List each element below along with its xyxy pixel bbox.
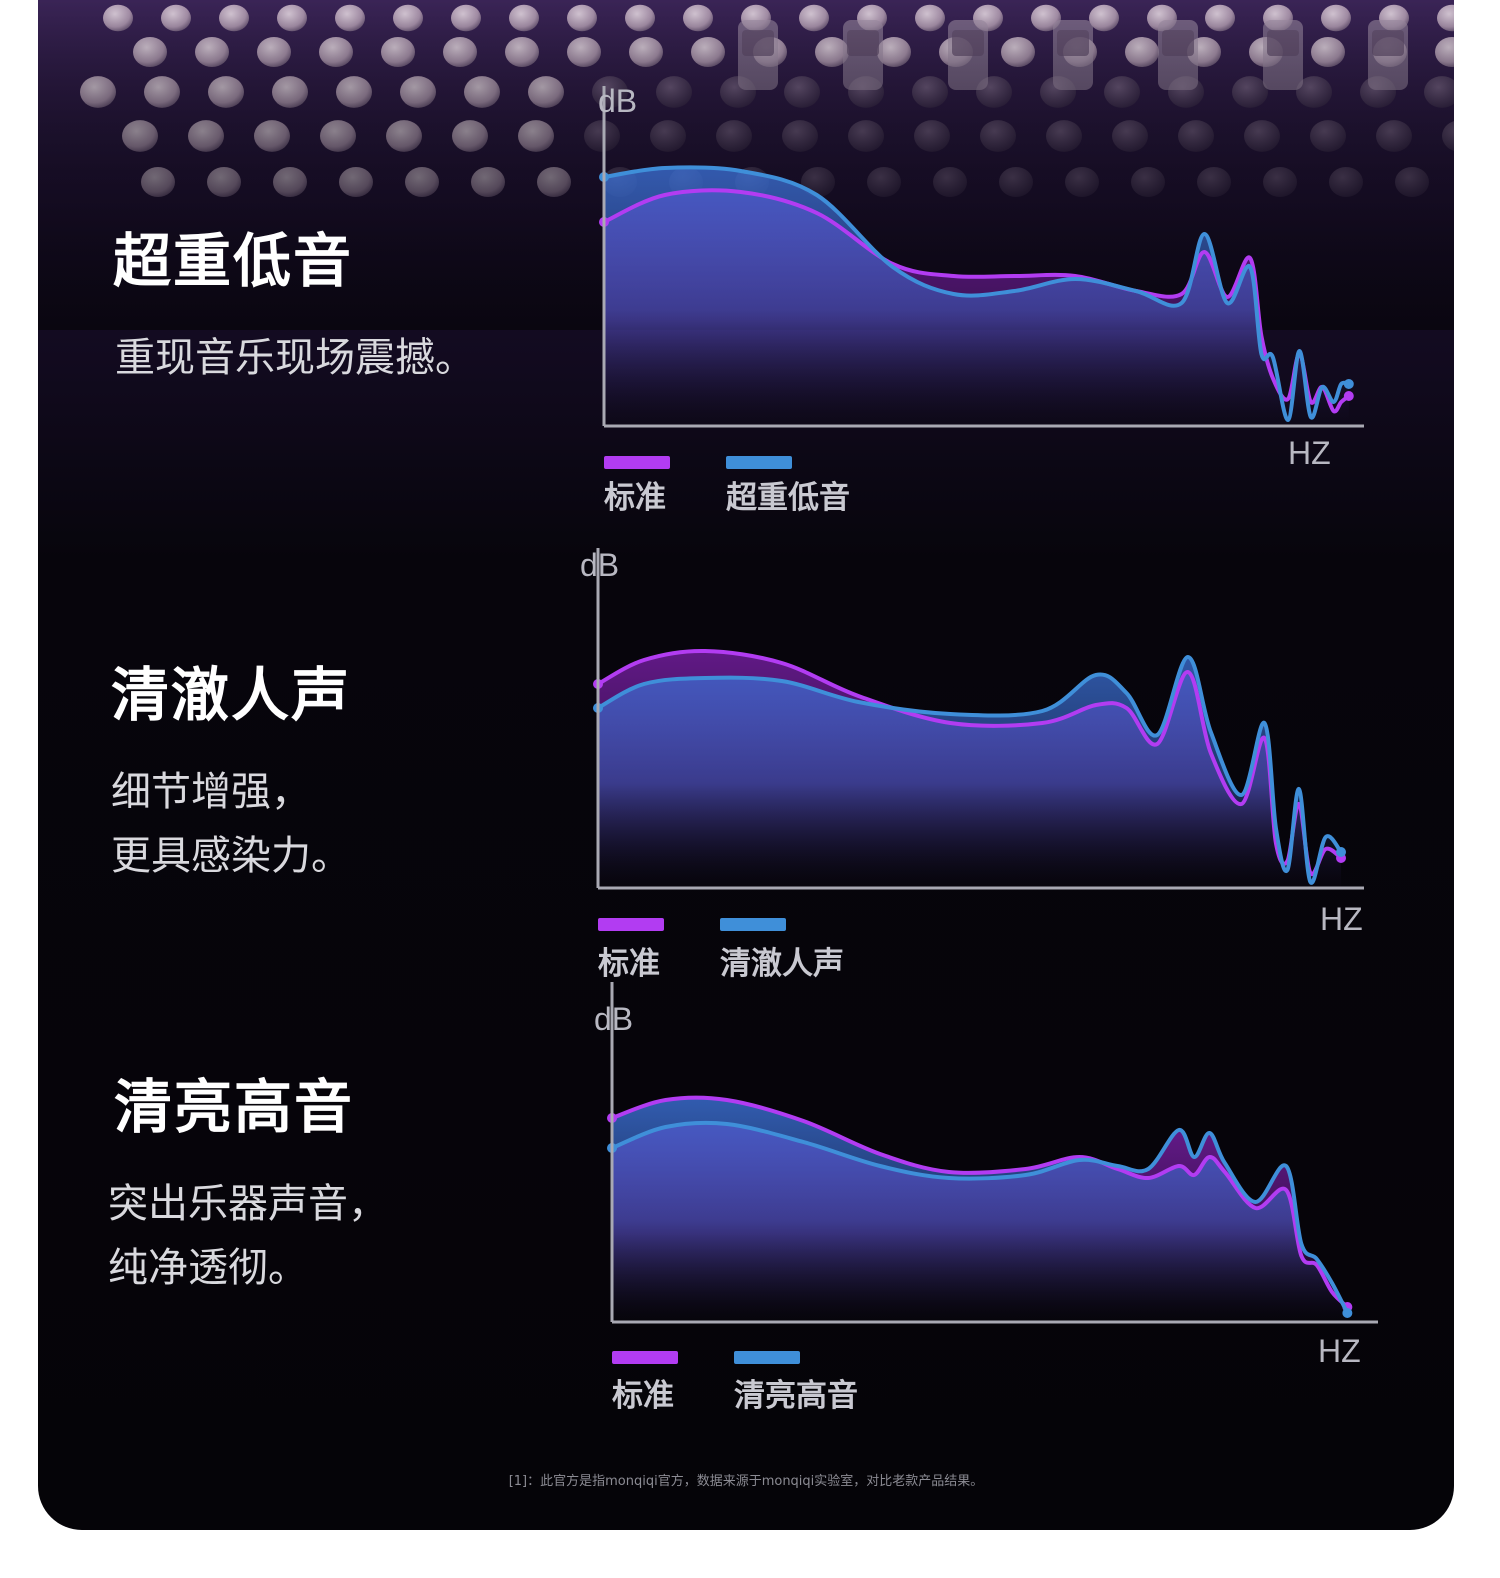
chart-canvas: dB HZ 标准 清亮高音 <box>594 982 1378 1414</box>
legend-swatch-1 <box>726 456 792 469</box>
section-heading: 清澈人声 <box>111 661 352 729</box>
footnote: [1]：此官方是指monqiqi官方，数据来源于monqiqi实验室，对比老款产… <box>508 1474 984 1489</box>
mixing-console-background-image <box>38 0 1454 330</box>
legend-label-1: 超重低音 <box>726 480 850 516</box>
legend-swatch-0 <box>598 918 664 931</box>
legend-swatch-1 <box>720 918 786 931</box>
series-line-1 <box>596 655 1343 885</box>
series-line-0 <box>610 1095 1350 1309</box>
section-heading: 清亮高音 <box>114 1073 355 1141</box>
description-line: 纯净透彻。 <box>108 1245 308 1291</box>
legend-swatch-0 <box>604 456 670 469</box>
x-axis-label: HZ <box>1288 435 1331 471</box>
chart-canvas: dB HZ 标准 超重低音 <box>598 83 1364 516</box>
series-line-1 <box>610 1120 1350 1315</box>
legend-swatch-1 <box>734 1351 800 1364</box>
series-area-1 <box>598 656 1341 888</box>
promo-card: 超重低音 重现音乐现场震撼。 dB HZ 标准 超重低音 清澈人声 细节增强， 更具感… <box>38 0 1454 1530</box>
series-line-0 <box>602 188 1351 414</box>
section-description: 重现音乐现场震撼。 <box>115 326 475 390</box>
description-line: 重现音乐现场震撼。 <box>115 335 475 381</box>
x-axis-label: HZ <box>1318 1333 1361 1369</box>
x-axis-label: HZ <box>1320 901 1363 937</box>
series-endpoint-0 <box>1343 391 1354 401</box>
frequency-response-chart: dB HZ 标准 清亮高音 <box>562 982 1392 1440</box>
y-axis-label: dB <box>594 1001 633 1037</box>
description-line: 更具感染力。 <box>111 833 351 879</box>
series-endpoint-1 <box>1336 847 1347 857</box>
section-description: 细节增强， 更具感染力。 <box>111 760 351 888</box>
legend-label-1: 清澈人声 <box>720 946 844 982</box>
section-description: 突出乐器声音， 纯净透彻。 <box>108 1172 388 1300</box>
series-endpoint-1 <box>1342 1308 1353 1318</box>
y-axis-label: dB <box>580 547 619 583</box>
legend-label-0: 标准 <box>598 946 660 982</box>
series-endpoint-1 <box>1343 379 1354 389</box>
frequency-response-chart: dB HZ 标准 清澈人声 <box>548 546 1378 986</box>
legend-label-1: 清亮高音 <box>734 1378 858 1414</box>
chart-canvas: dB HZ 标准 清澈人声 <box>580 547 1364 982</box>
description-line: 突出乐器声音， <box>108 1181 388 1227</box>
description-line: 细节增强， <box>111 769 311 815</box>
legend-label-0: 标准 <box>612 1378 674 1414</box>
y-axis-label: dB <box>598 83 637 119</box>
legend-label-0: 标准 <box>604 480 666 516</box>
legend-swatch-0 <box>612 1351 678 1364</box>
section-heading: 超重低音 <box>113 227 354 295</box>
series-area-0 <box>612 1097 1348 1322</box>
frequency-response-chart: dB HZ 标准 超重低音 <box>558 80 1378 520</box>
series-line-1 <box>602 165 1351 423</box>
